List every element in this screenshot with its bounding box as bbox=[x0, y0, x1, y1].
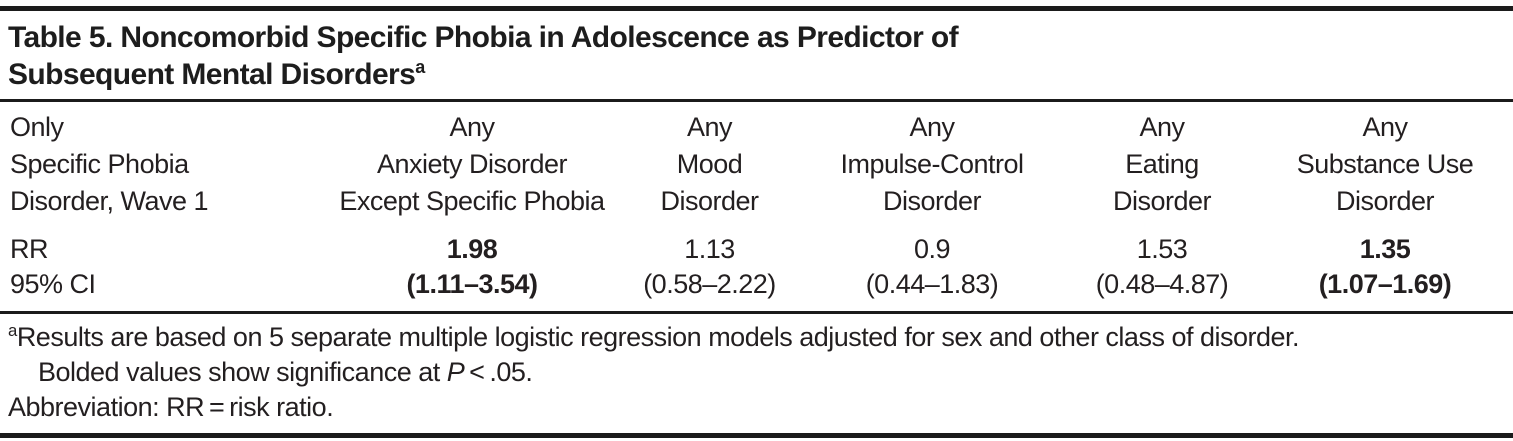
header-line: Disorder bbox=[660, 186, 759, 216]
footnote-2-text: Bolded values show significance at bbox=[38, 357, 447, 387]
row-label-ci: 95% CI bbox=[10, 269, 96, 299]
col-header-anxiety: Any Anxiety Disorder Except Specific Pho… bbox=[322, 102, 622, 226]
bottom-rule bbox=[0, 433, 1513, 438]
header-line: Only bbox=[10, 112, 64, 142]
top-rule bbox=[0, 6, 1513, 11]
rr-value: 1.98 bbox=[446, 234, 498, 264]
header-line: Impulse-Control bbox=[840, 149, 1024, 179]
footnote-2: Bolded values show significance at P < .… bbox=[8, 355, 1505, 390]
rr-value: 1.13 bbox=[684, 234, 735, 264]
title-line-2: Subsequent Mental Disorders bbox=[8, 58, 416, 91]
stats-table: Only Specific Phobia Disorder, Wave 1 An… bbox=[0, 102, 1513, 311]
header-line: Mood bbox=[676, 149, 743, 179]
rr-value: 0.9 bbox=[913, 234, 951, 264]
ci-value: (0.44–1.83) bbox=[865, 269, 999, 299]
table-header: Only Specific Phobia Disorder, Wave 1 An… bbox=[0, 102, 1513, 226]
footnote-1-text: Results are based on 5 separate multiple… bbox=[16, 322, 1300, 352]
table-title: Table 5. Noncomorbid Specific Phobia in … bbox=[0, 11, 1513, 99]
ci-value: (0.58–2.22) bbox=[643, 269, 776, 299]
rr-row: RR 1.98 1.13 0.9 1.53 1.35 bbox=[0, 226, 1513, 267]
title-line-1: Table 5. Noncomorbid Specific Phobia in … bbox=[8, 21, 959, 54]
header-line: Specific Phobia bbox=[10, 149, 189, 179]
footnote-2-tail: < .05. bbox=[464, 357, 533, 387]
header-line: Any bbox=[909, 112, 955, 142]
header-line: Disorder bbox=[882, 186, 982, 216]
footnote-2-italic-p: P bbox=[446, 357, 465, 387]
footnote-marker: a bbox=[8, 321, 17, 340]
header-line: Substance Use bbox=[1296, 149, 1474, 179]
ci-value: (1.07–1.69) bbox=[1318, 269, 1452, 299]
header-line: Disorder bbox=[1335, 186, 1435, 216]
rr-value: 1.53 bbox=[1136, 234, 1188, 264]
header-line: Disorder, Wave 1 bbox=[10, 186, 209, 216]
header-line: Any bbox=[686, 112, 733, 142]
rr-value: 1.35 bbox=[1359, 234, 1411, 264]
col-header-impulse-control: Any Impulse-Control Disorder bbox=[797, 102, 1067, 226]
header-line: Any bbox=[1139, 112, 1185, 142]
footnote-abbreviation: Abbreviation: RR = risk ratio. bbox=[8, 392, 334, 422]
footnote-1: aResults are based on 5 separate multipl… bbox=[8, 320, 1505, 355]
header-line: Eating bbox=[1125, 149, 1199, 179]
col-header-substance-use: Any Substance Use Disorder bbox=[1257, 102, 1513, 226]
col-header-mood: Any Mood Disorder bbox=[622, 102, 797, 226]
title-footnote-marker: a bbox=[415, 57, 425, 77]
header-row: Only Specific Phobia Disorder, Wave 1 An… bbox=[0, 102, 1513, 226]
table-body: RR 1.98 1.13 0.9 1.53 1.35 95% CI (1.11–… bbox=[0, 226, 1513, 311]
row-label-rr: RR bbox=[10, 234, 49, 264]
header-line: Except Specific Phobia bbox=[339, 186, 605, 216]
ci-row: 95% CI (1.11–3.54) (0.58–2.22) (0.44–1.8… bbox=[0, 267, 1513, 311]
header-line: Any bbox=[449, 112, 495, 142]
ci-value: (0.48–4.87) bbox=[1095, 269, 1229, 299]
header-line: Any bbox=[1362, 112, 1408, 142]
ci-value: (1.11–3.54) bbox=[406, 269, 538, 299]
data-divider-rule bbox=[0, 311, 1513, 314]
footnotes: aResults are based on 5 separate multipl… bbox=[0, 314, 1513, 433]
header-line: Anxiety Disorder bbox=[376, 149, 568, 179]
stub-header: Only Specific Phobia Disorder, Wave 1 bbox=[0, 102, 322, 226]
header-line: Disorder bbox=[1112, 186, 1212, 216]
col-header-eating: Any Eating Disorder bbox=[1067, 102, 1257, 226]
title-divider-rule bbox=[0, 99, 1513, 102]
